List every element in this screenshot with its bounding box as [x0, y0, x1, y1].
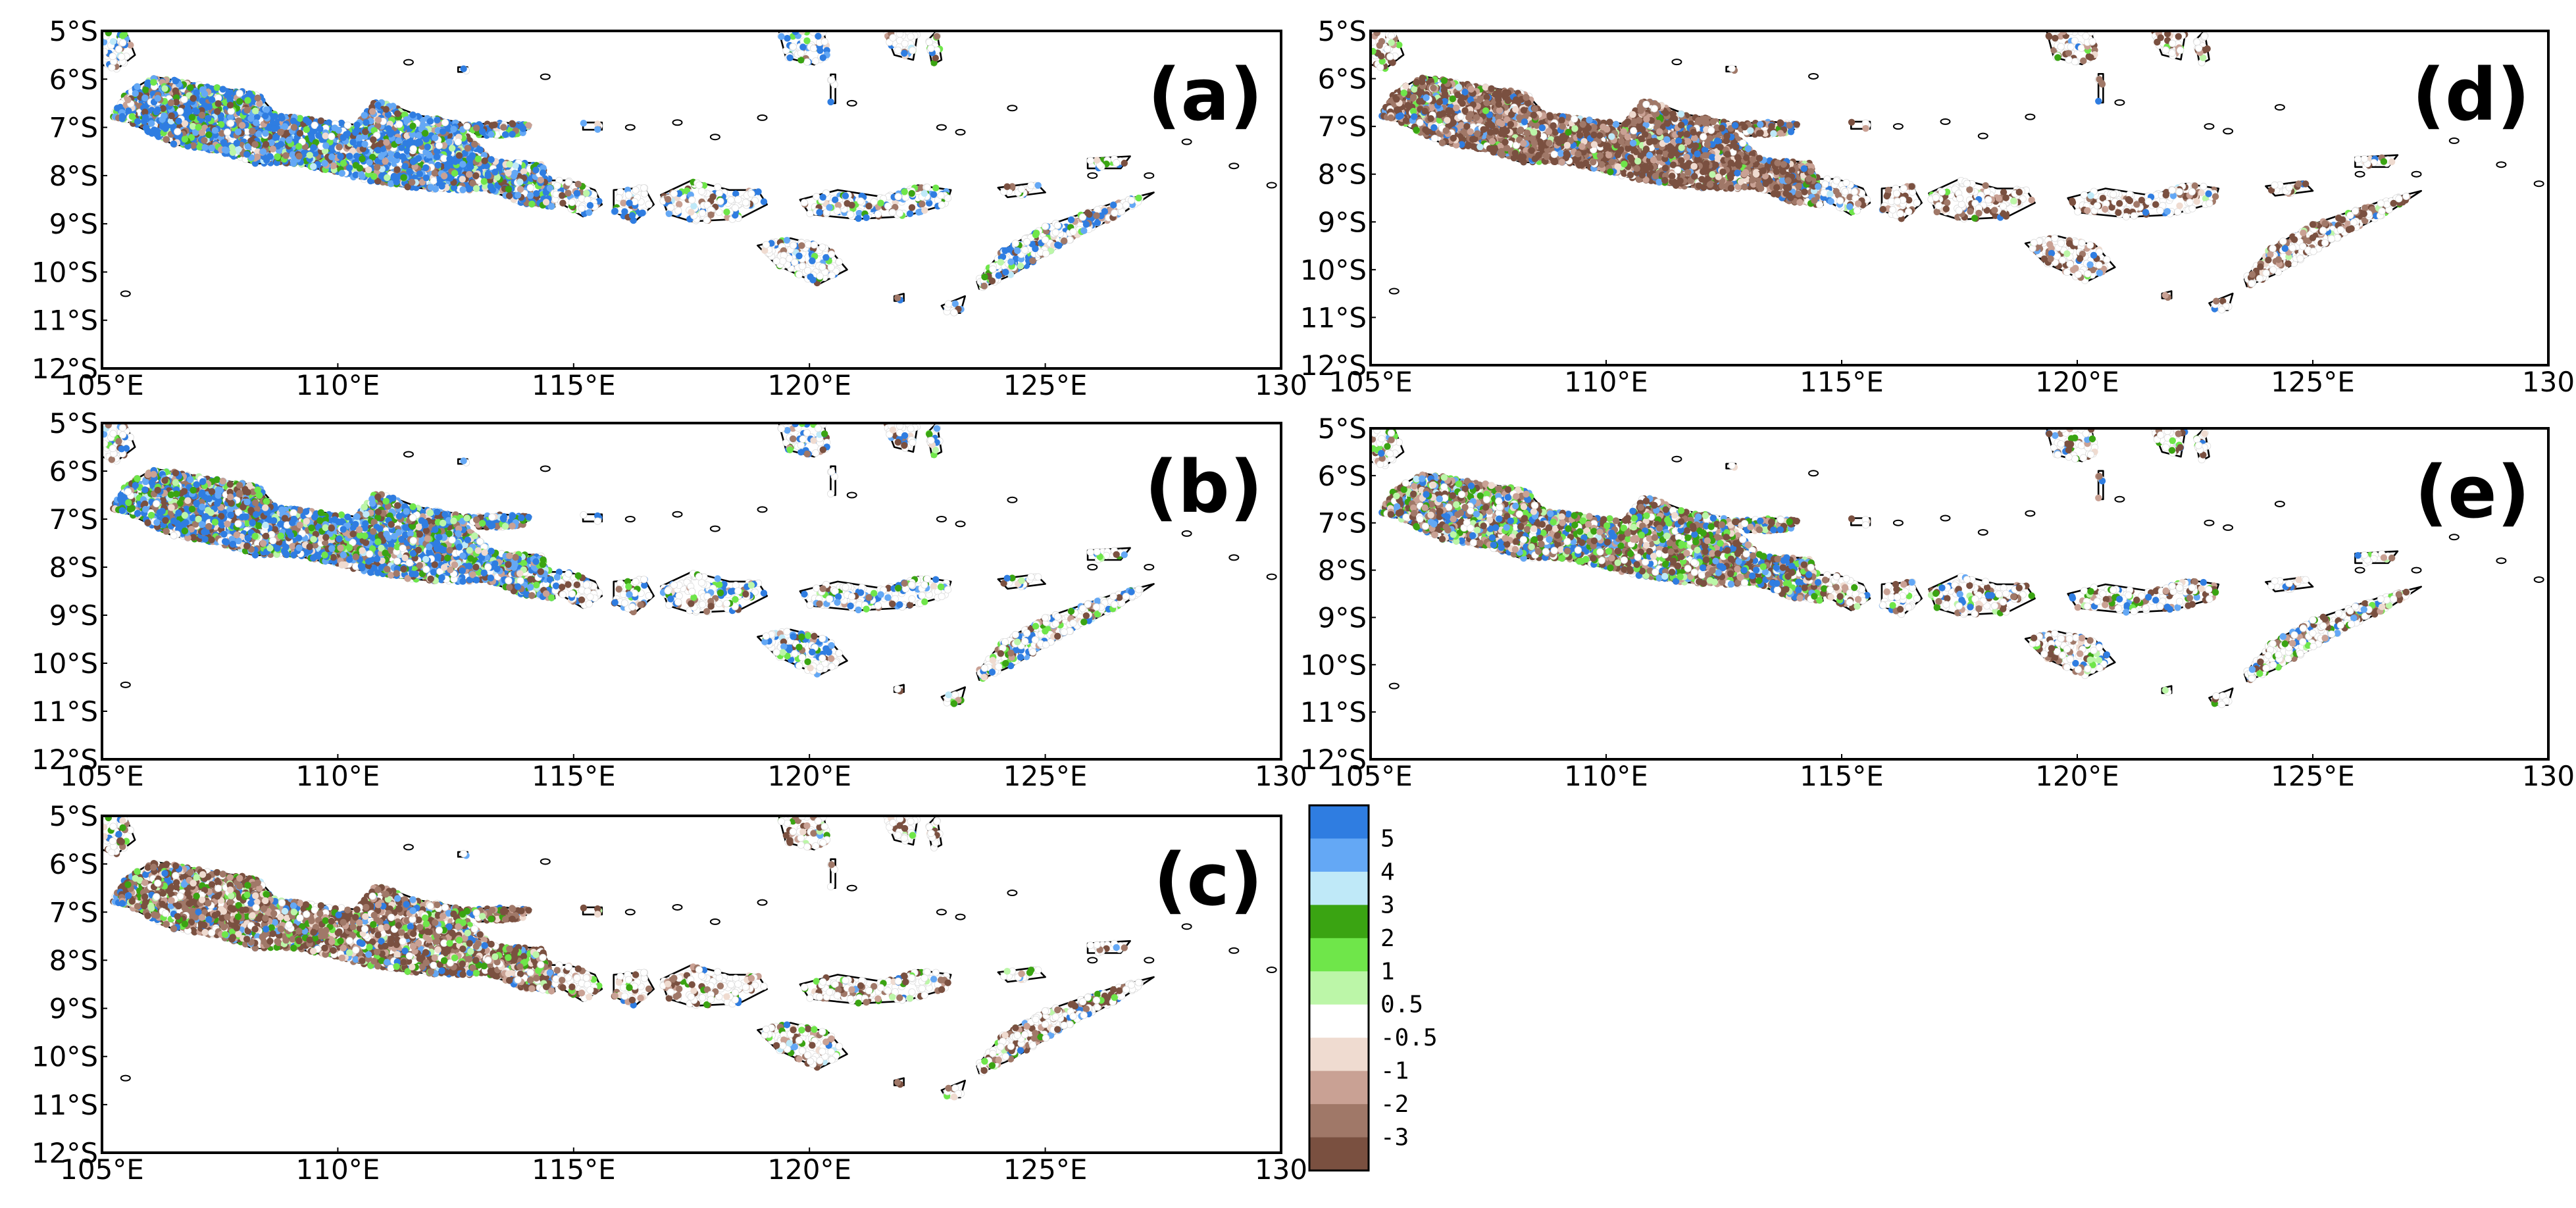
- islet: [672, 119, 683, 126]
- coastline: [830, 73, 836, 105]
- islet: [1007, 105, 1018, 112]
- islet: [709, 134, 720, 141]
- islet: [1228, 163, 1240, 170]
- station-point: [163, 136, 170, 143]
- station-point: [476, 146, 484, 153]
- islet: [403, 59, 414, 66]
- islet: [1087, 172, 1098, 179]
- coastline: [926, 31, 943, 66]
- islet: [955, 128, 966, 136]
- islet: [936, 124, 947, 131]
- islet: [846, 99, 857, 107]
- islet: [1181, 138, 1192, 145]
- islet: [757, 114, 768, 121]
- station-point: [338, 119, 345, 127]
- islet: [120, 290, 131, 297]
- coastline: [893, 293, 905, 302]
- islet: [540, 73, 551, 80]
- map-panel-a: 105°E 110°E 115°E 120°E 125°E 1305°S6°S7°S8°S…: [32, 15, 1307, 401]
- islet: [1144, 172, 1155, 179]
- islet: [1266, 182, 1277, 189]
- map-content-a: [102, 31, 1277, 316]
- islet: [624, 124, 636, 131]
